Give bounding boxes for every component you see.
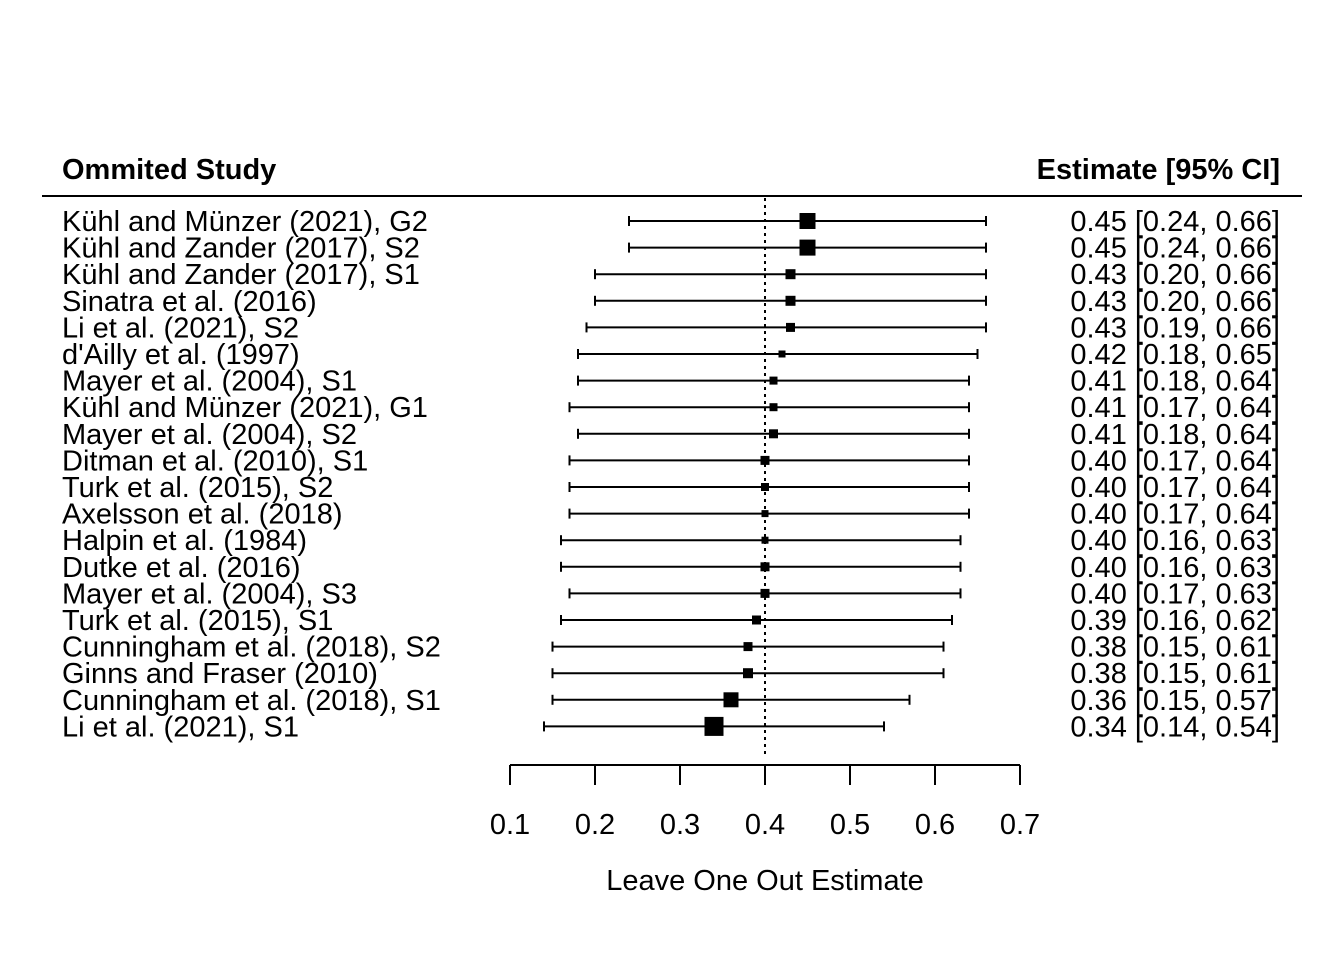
x-tick-label: 0.5 (830, 809, 870, 841)
study-name: Turk et al. (2015), S2 (62, 472, 333, 504)
estimate-marker (723, 692, 739, 708)
study-row: Cunningham et al. (2018), S2 0.38 [0.15, … (62, 632, 1280, 664)
estimate-marker (704, 716, 724, 736)
estimate-marker (778, 350, 786, 358)
study-row: Turk et al. (2015), S1 0.39 [0.16, 0.62] (62, 605, 1280, 637)
estimate-marker (785, 295, 796, 306)
estimate-marker (769, 403, 778, 412)
estimate-marker (785, 269, 796, 280)
estimate-marker (769, 376, 778, 385)
study-name: Mayer et al. (2004), S1 (62, 366, 357, 398)
study-name: Kühl and Zander (2017), S1 (62, 259, 420, 291)
study-row: Kühl and Zander (2017), S1 0.43 [0.20, 0.… (62, 259, 1280, 291)
study-row: Kühl and Münzer (2021), G1 0.41 [0.17, 0.… (62, 392, 1280, 424)
study-row: Halpin et al. (1984) 0.40 [0.16, 0.63] (62, 525, 1280, 557)
study-name: Li et al. (2021), S2 (62, 312, 299, 344)
x-tick-label: 0.6 (915, 809, 955, 841)
estimate-ci-label: 0.38 [0.15, 0.61] (1070, 658, 1280, 690)
estimate-marker (760, 562, 770, 572)
estimate-marker (760, 455, 770, 465)
estimate-ci-label: 0.40 [0.17, 0.64] (1070, 499, 1280, 531)
study-name: Mayer et al. (2004), S2 (62, 419, 357, 451)
study-name: Mayer et al. (2004), S3 (62, 578, 357, 610)
x-axis: 0.1 0.2 0.3 0.4 0.5 0.6 0.7 (490, 764, 1040, 841)
study-name: Axelsson et al. (2018) (62, 499, 342, 531)
estimate-marker (769, 429, 778, 439)
study-row: Mayer et al. (2004), S3 0.40 [0.17, 0.63] (62, 578, 1280, 610)
estimate-ci-label: 0.41 [0.18, 0.64] (1070, 419, 1280, 451)
estimate-ci-label: 0.38 [0.15, 0.61] (1070, 632, 1280, 664)
study-row: Axelsson et al. (2018) 0.40 [0.17, 0.64] (62, 499, 1280, 531)
study-row: Li et al. (2021), S2 0.43 [0.19, 0.66] (62, 312, 1280, 344)
header-estimate-ci: Estimate [95% CI] (1037, 154, 1280, 186)
estimate-ci-label: 0.36 [0.15, 0.57] (1070, 685, 1280, 717)
study-row: d'Ailly et al. (1997) 0.42 [0.18, 0.65] (62, 339, 1280, 371)
estimate-ci-label: 0.43 [0.19, 0.66] (1070, 312, 1280, 344)
study-name: Cunningham et al. (2018), S1 (62, 685, 441, 717)
study-row: Cunningham et al. (2018), S1 0.36 [0.15, … (62, 685, 1280, 717)
x-axis-label: Leave One Out Estimate (606, 865, 924, 897)
study-name: Kühl and Münzer (2021), G1 (62, 392, 428, 424)
estimate-ci-label: 0.45 [0.24, 0.66] (1070, 206, 1280, 238)
header-omitted-study: Ommited Study (62, 154, 276, 186)
x-tick-label: 0.2 (575, 809, 615, 841)
x-tick-label: 0.7 (1000, 809, 1040, 841)
estimate-marker (799, 239, 816, 256)
study-name: Ditman et al. (2010), S1 (62, 445, 368, 477)
study-row: Kühl and Münzer (2021), G2 0.45 [0.24, 0.… (62, 206, 1280, 238)
study-name: Dutke et al. (2016) (62, 552, 301, 584)
estimate-ci-label: 0.42 [0.18, 0.65] (1070, 339, 1280, 371)
study-row: Li et al. (2021), S1 0.34 [0.14, 0.54] (62, 711, 1280, 743)
estimate-marker (743, 668, 753, 679)
estimate-ci-label: 0.40 [0.16, 0.63] (1070, 552, 1280, 584)
study-name: Ginns and Fraser (2010) (62, 658, 378, 690)
estimate-marker (761, 510, 769, 518)
study-name: Li et al. (2021), S1 (62, 711, 299, 743)
estimate-marker (799, 213, 816, 229)
estimate-ci-label: 0.40 [0.17, 0.64] (1070, 445, 1280, 477)
study-row: Dutke et al. (2016) 0.40 [0.16, 0.63] (62, 552, 1280, 584)
estimate-ci-label: 0.40 [0.17, 0.63] (1070, 578, 1280, 610)
estimate-ci-label: 0.41 [0.18, 0.64] (1070, 366, 1280, 398)
estimate-ci-label: 0.43 [0.20, 0.66] (1070, 259, 1280, 291)
study-name: Kühl and Münzer (2021), G2 (62, 206, 428, 238)
estimate-ci-label: 0.45 [0.24, 0.66] (1070, 233, 1280, 265)
study-name: Halpin et al. (1984) (62, 525, 307, 557)
study-row: Ginns and Fraser (2010) 0.38 [0.15, 0.61] (62, 658, 1280, 690)
study-name: d'Ailly et al. (1997) (62, 339, 300, 371)
estimate-marker (786, 322, 795, 332)
x-tick-label: 0.3 (660, 809, 700, 841)
estimate-ci-label: 0.39 [0.16, 0.62] (1070, 605, 1280, 637)
estimate-ci-label: 0.40 [0.16, 0.63] (1070, 525, 1280, 557)
estimate-marker (760, 588, 770, 598)
estimate-marker (761, 483, 769, 491)
study-name: Cunningham et al. (2018), S2 (62, 632, 441, 664)
study-name: Kühl and Zander (2017), S2 (62, 233, 420, 265)
study-row: Sinatra et al. (2016) 0.43 [0.20, 0.66] (62, 286, 1280, 318)
estimate-ci-label: 0.43 [0.20, 0.66] (1070, 286, 1280, 318)
study-rows: Kühl and Münzer (2021), G2 0.45 [0.24, 0.… (62, 198, 1280, 757)
study-row: Mayer et al. (2004), S2 0.41 [0.18, 0.64] (62, 419, 1280, 451)
study-row: Kühl and Zander (2017), S2 0.45 [0.24, 0.… (62, 233, 1280, 265)
estimate-marker (752, 615, 761, 625)
study-name: Turk et al. (2015), S1 (62, 605, 333, 637)
estimate-marker (761, 536, 769, 544)
estimate-marker (743, 642, 753, 652)
estimate-ci-label: 0.41 [0.17, 0.64] (1070, 392, 1280, 424)
x-tick-label: 0.1 (490, 809, 530, 841)
estimate-ci-label: 0.34 [0.14, 0.54] (1070, 711, 1280, 743)
x-tick-label: 0.4 (745, 809, 785, 841)
study-row: Turk et al. (2015), S2 0.40 [0.17, 0.64] (62, 472, 1280, 504)
study-name: Sinatra et al. (2016) (62, 286, 317, 318)
study-row: Ditman et al. (2010), S1 0.40 [0.17, 0.64… (62, 445, 1280, 477)
estimate-ci-label: 0.40 [0.17, 0.64] (1070, 472, 1280, 504)
study-row: Mayer et al. (2004), S1 0.41 [0.18, 0.64] (62, 366, 1280, 398)
